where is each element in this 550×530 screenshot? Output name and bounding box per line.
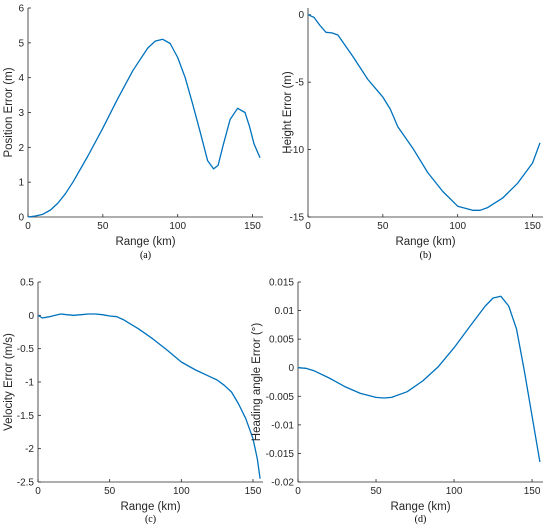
panel-d: 0 50 100 150 0.015 0.01 0.005 0 -0.005 -0.01 -0.01… bbox=[251, 278, 543, 525]
y-tick-label: -10 bbox=[290, 145, 305, 156]
y-tick-label: -2.5 bbox=[17, 478, 35, 489]
y-axis-label: Height Error (m) bbox=[282, 71, 294, 154]
y-axis-label: Heading angle Error (°) bbox=[251, 323, 263, 442]
x-tick-label: 100 bbox=[169, 221, 186, 232]
x-tick-label: 100 bbox=[449, 221, 466, 232]
x-tick-label: 0 bbox=[25, 221, 31, 232]
y-tick-label: 3 bbox=[18, 108, 24, 119]
y-axis-label: Velocity Error (m/s) bbox=[3, 333, 15, 431]
x-tick-label: 150 bbox=[245, 486, 262, 497]
y-tick-label: 0 bbox=[18, 213, 24, 224]
y-tick-label: -5 bbox=[295, 78, 304, 89]
y-axis-label: Position Error (m) bbox=[3, 67, 15, 157]
series-line bbox=[27, 38, 261, 218]
x-tick-label: 50 bbox=[97, 221, 109, 232]
panel-caption: (a) bbox=[140, 250, 151, 261]
y-tick-label: -0.005 bbox=[266, 392, 295, 403]
y-tick-label: -0.01 bbox=[271, 420, 294, 431]
y-tick-label: 4 bbox=[18, 73, 24, 84]
x-tick-label: 150 bbox=[524, 486, 541, 497]
x-tick-label: 100 bbox=[173, 486, 190, 497]
x-tick-label: 0 bbox=[35, 486, 41, 497]
y-tick-label: 0.5 bbox=[20, 278, 34, 289]
x-tick-label: 50 bbox=[377, 221, 389, 232]
x-tick-label: 150 bbox=[524, 221, 541, 232]
y-tick-label: 6 bbox=[18, 4, 24, 15]
series-line bbox=[297, 295, 541, 463]
x-axis-label: Range (km) bbox=[115, 236, 175, 248]
x-axis-label: Range (km) bbox=[120, 501, 180, 513]
panel-caption: (d) bbox=[415, 514, 427, 525]
series-line bbox=[307, 14, 541, 211]
x-axis-label: Range (km) bbox=[395, 236, 455, 248]
y-tick-label: -0.5 bbox=[17, 344, 35, 355]
panel-b: 0 50 100 150 0 -5 -10 -15 Range (km) Height Error… bbox=[282, 8, 543, 261]
y-tick-label: 2 bbox=[18, 143, 24, 154]
y-tick-label: 0.01 bbox=[275, 306, 295, 317]
y-tick-label: -1.5 bbox=[17, 411, 35, 422]
x-tick-label: 50 bbox=[370, 486, 382, 497]
panel-caption: (b) bbox=[420, 250, 432, 261]
x-tick-label: 50 bbox=[104, 486, 116, 497]
y-tick-label: -2 bbox=[25, 444, 34, 455]
y-tick-label: -0.02 bbox=[271, 478, 294, 489]
x-axis-label: Range (km) bbox=[390, 501, 450, 513]
series-line bbox=[37, 313, 261, 479]
x-tick-label: 0 bbox=[305, 221, 311, 232]
y-tick-label: -1 bbox=[25, 378, 34, 389]
x-tick-label: 0 bbox=[295, 486, 301, 497]
y-tick-label: -15 bbox=[290, 213, 305, 224]
y-tick-label: 1 bbox=[18, 178, 24, 189]
y-tick-label: 0 bbox=[288, 363, 294, 374]
y-tick-label: 0 bbox=[28, 311, 34, 322]
x-tick-label: 100 bbox=[446, 486, 463, 497]
y-tick-label: 0.015 bbox=[269, 278, 294, 289]
panel-a: 0 50 100 150 0 1 2 3 4 5 6 Range (km) Position Error… bbox=[3, 4, 263, 261]
y-tick-label: 5 bbox=[18, 38, 24, 49]
y-tick-label: -0.015 bbox=[266, 449, 295, 460]
y-tick-label: 0 bbox=[298, 10, 304, 21]
panel-c: 0 50 100 150 0.5 0 -0.5 -1 -1.5 -2 -2.5 Range (km) V… bbox=[3, 278, 263, 525]
panel-caption: (c) bbox=[145, 514, 156, 525]
y-tick-label: 0.005 bbox=[269, 335, 294, 346]
x-tick-label: 150 bbox=[244, 221, 261, 232]
